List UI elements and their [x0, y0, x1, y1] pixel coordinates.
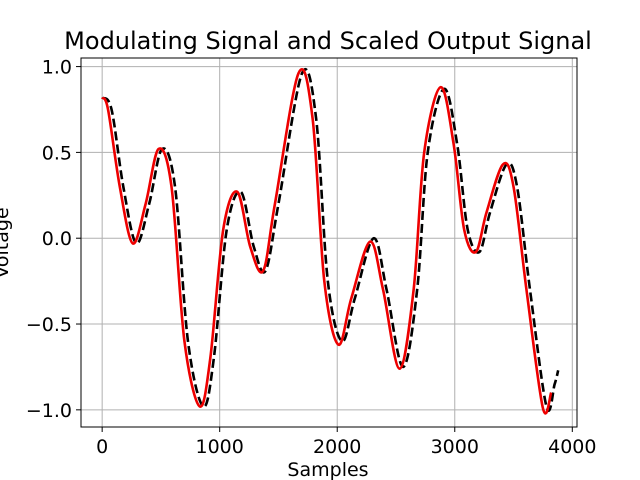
y-tick-label: 0.5: [42, 142, 72, 164]
x-tick-label: 3000: [431, 436, 479, 458]
y-tick-label: 0.0: [42, 228, 72, 250]
y-tick-label: −0.5: [26, 314, 72, 336]
x-tick-label: 0: [96, 436, 108, 458]
series-line-solid-red: [100, 68, 553, 415]
chart-title: Modulating Signal and Scaled Output Sign…: [64, 27, 592, 55]
x-tick-label: 1000: [196, 436, 244, 458]
x-tick-label: 2000: [313, 436, 361, 458]
ticks: 0 1000 2000 3000 4000 −1.0 −0.5 0.0 0.5 1.0: [26, 57, 597, 458]
series-group: [100, 68, 560, 415]
x-tick-label: 4000: [548, 436, 596, 458]
series-line-dashed-black: [101, 68, 560, 412]
y-tick-label: −1.0: [26, 400, 72, 422]
y-tick-label: 1.0: [42, 57, 72, 79]
x-axis-label: Samples: [287, 459, 368, 480]
plot-frame: [80, 57, 578, 428]
y-axis-label: Voltage: [0, 207, 13, 278]
